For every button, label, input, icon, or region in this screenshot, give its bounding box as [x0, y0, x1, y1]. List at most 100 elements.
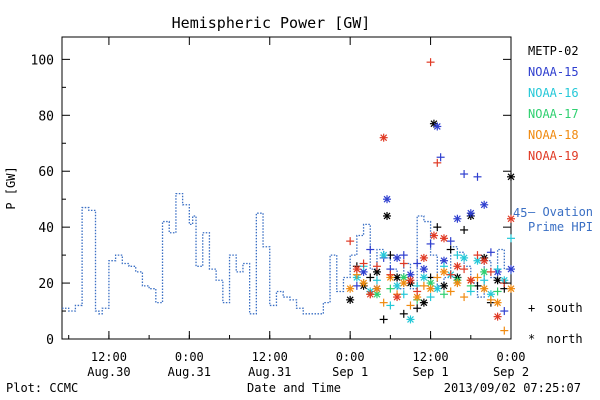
- data-point: [419, 281, 428, 290]
- data-point: [386, 251, 395, 260]
- y-tick-label: 0: [46, 333, 54, 348]
- legend-item: NOAA-16: [528, 86, 579, 100]
- x-tick-time: 12:00: [413, 350, 449, 364]
- data-point: [419, 273, 428, 282]
- data-point: [507, 214, 515, 223]
- data-point: [473, 281, 482, 290]
- x-tick-date: Sep 1: [413, 365, 449, 379]
- data-point: [446, 237, 455, 246]
- y-tick-label: 20: [38, 277, 54, 292]
- data-point: [379, 315, 388, 324]
- data-point: [493, 287, 502, 296]
- data-point: [486, 267, 495, 276]
- data-point: [372, 262, 381, 271]
- data-point: [359, 259, 368, 268]
- data-point: [379, 251, 388, 260]
- data-point: [346, 284, 355, 293]
- data-point: [393, 281, 402, 290]
- data-point: [383, 195, 392, 204]
- data-point: [473, 273, 482, 282]
- data-point: [439, 267, 448, 276]
- data-point: [453, 279, 462, 288]
- data-point: [507, 234, 515, 243]
- data-point: [346, 237, 355, 246]
- data-point: [426, 293, 435, 302]
- y-tick-label: 100: [31, 53, 54, 68]
- data-point: [406, 276, 415, 285]
- data-point: [473, 172, 482, 181]
- data-point: [480, 267, 489, 276]
- x-axis-label: Date and Time: [247, 381, 341, 395]
- data-point: [439, 234, 448, 243]
- data-point: [460, 253, 469, 262]
- y-tick-label: 80: [38, 109, 54, 124]
- data-point: [493, 276, 502, 285]
- ovation-legend-line2: Prime HPI: [528, 220, 593, 234]
- data-point: [426, 239, 435, 248]
- data-point: [507, 284, 515, 293]
- data-point: [413, 259, 422, 268]
- data-point: [466, 276, 475, 285]
- data-point: [473, 256, 482, 265]
- data-point: [433, 223, 442, 232]
- data-point: [460, 225, 469, 234]
- data-point: [393, 253, 402, 262]
- north-label: north: [546, 332, 582, 346]
- legend-item: NOAA-18: [528, 128, 579, 142]
- data-point: [486, 248, 495, 257]
- data-point: [393, 273, 402, 282]
- north-marker-legend: * north: [528, 332, 583, 346]
- data-point: [406, 301, 415, 310]
- x-axis: 12:00Aug.300:00Aug.3112:00Aug.310:00Sep …: [68, 37, 529, 379]
- footer-credit: Plot: CCMC: [6, 381, 78, 395]
- data-point: [493, 312, 502, 321]
- x-tick-date: Sep 2: [493, 365, 529, 379]
- data-point: [486, 295, 495, 304]
- data-point: [433, 158, 442, 167]
- legend-item: NOAA-15: [528, 65, 579, 79]
- legend-item: METP-02: [528, 44, 579, 58]
- y-tick-label: 40: [38, 221, 54, 236]
- data-point: [493, 265, 502, 274]
- data-point: [379, 133, 388, 142]
- data-point: [493, 298, 502, 307]
- x-tick-date: Aug.31: [248, 365, 291, 379]
- data-point: [433, 122, 442, 131]
- x-tick-time: 12:00: [91, 350, 127, 364]
- data-point: [386, 284, 395, 293]
- data-point: [399, 279, 408, 288]
- data-point: [436, 153, 445, 162]
- data-point: [366, 273, 375, 282]
- ovation-legend-line1: — Ovation: [528, 205, 593, 219]
- data-point: [419, 298, 428, 307]
- data-point: [419, 265, 428, 274]
- data-point: [446, 245, 455, 254]
- data-point: [413, 304, 422, 313]
- data-point: [500, 307, 509, 316]
- data-point: [460, 170, 469, 179]
- data-point: [399, 259, 408, 268]
- data-point: [383, 211, 392, 220]
- data-point: [399, 309, 408, 318]
- data-point: [446, 270, 455, 279]
- data-point: [406, 315, 415, 324]
- data-point: [372, 276, 381, 285]
- plot-frame: [61, 36, 512, 340]
- x-tick-time: 12:00: [252, 350, 288, 364]
- data-point: [372, 284, 381, 293]
- north-symbol: *: [528, 332, 535, 346]
- x-tick-date: Sep 1: [332, 365, 368, 379]
- data-point: [460, 265, 469, 274]
- footer-timestamp: 2013/09/02 07:25:07: [444, 381, 581, 395]
- chart-title: Hemispheric Power [GW]: [172, 14, 371, 32]
- data-point: [480, 200, 489, 209]
- data-point: [460, 293, 469, 302]
- data-point: [419, 253, 428, 262]
- ovation-value-label: 45: [513, 206, 527, 220]
- data-point: [453, 214, 462, 223]
- data-point: [426, 284, 435, 293]
- data-point: [473, 251, 482, 260]
- data-point: [507, 265, 515, 274]
- data-point: [352, 265, 361, 274]
